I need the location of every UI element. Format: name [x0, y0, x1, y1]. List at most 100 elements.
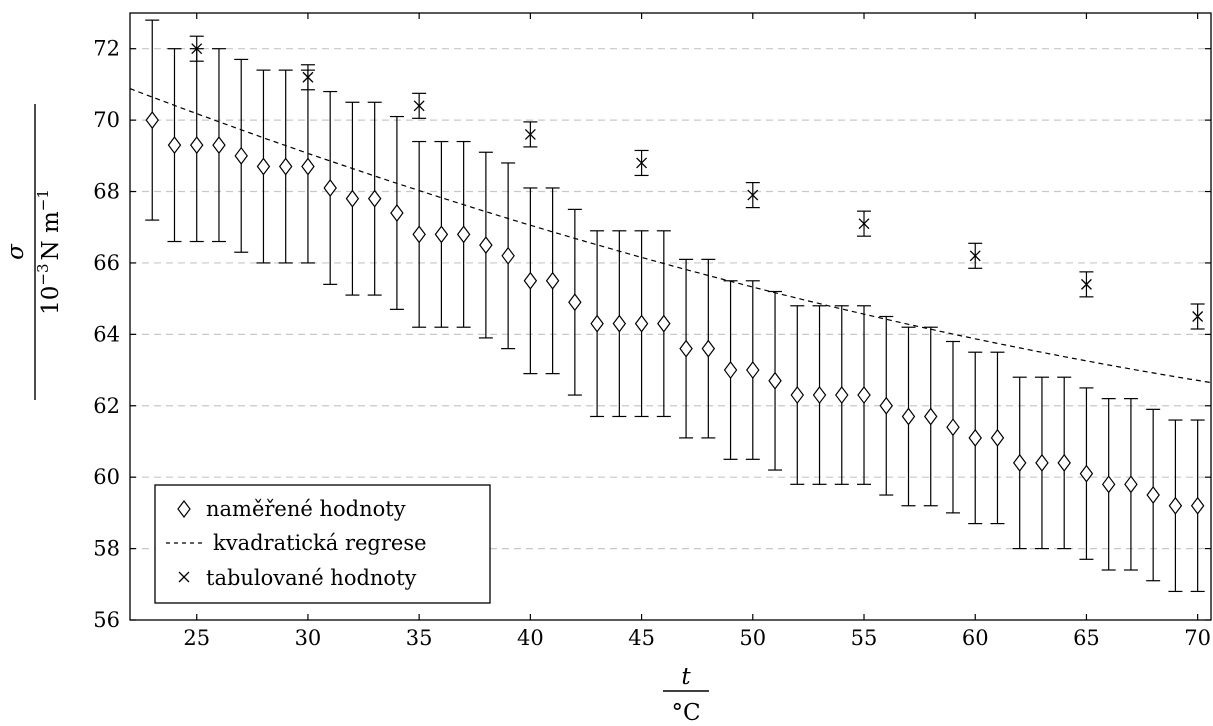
tabulated-point — [191, 43, 203, 55]
measured-point — [501, 246, 515, 265]
measured-point — [256, 157, 271, 176]
measured-point — [345, 189, 360, 208]
legend-cross-icon — [178, 571, 190, 583]
measured-point — [167, 136, 182, 155]
y-tick-label: 72 — [93, 37, 120, 61]
x-tick-label: 70 — [1184, 626, 1211, 650]
measured-point — [657, 314, 671, 333]
measured-point — [1146, 486, 1160, 505]
measured-point — [701, 339, 716, 358]
measured-point — [634, 314, 649, 333]
y-axis-label-unit: 10−3 N m−1 — [34, 189, 64, 315]
measured-point — [1168, 496, 1183, 515]
measured-point — [590, 314, 604, 333]
measured-point — [768, 371, 782, 390]
measured-point — [612, 314, 627, 333]
x-axis-label-unit: °C — [671, 700, 700, 726]
tabulated-point — [636, 157, 648, 169]
measured-point — [946, 418, 960, 437]
legend-label-regression: kvadratická regrese — [213, 531, 427, 555]
measured-point — [835, 386, 849, 405]
measured-point — [323, 178, 337, 197]
tabulated-point — [1080, 278, 1092, 290]
tabulated-point — [413, 100, 425, 112]
plot-area-frame — [129, 12, 1212, 621]
legend: naměřené hodnoty kvadratická regrese tab… — [154, 484, 491, 604]
y-tick-label: 60 — [93, 465, 120, 489]
x-axis-label-symbol: t — [681, 664, 691, 690]
y-unit-base: 10 — [38, 286, 64, 315]
y-axis-label-symbol: σ — [3, 243, 29, 260]
measured-point — [278, 157, 293, 176]
measured-point — [456, 225, 471, 244]
measured-point — [212, 136, 226, 155]
measured-point — [968, 428, 982, 447]
measured-point — [1101, 475, 1116, 494]
measured-point — [1190, 496, 1205, 515]
measured-point — [746, 361, 760, 380]
legend-diamond-icon — [177, 500, 191, 518]
measured-point — [189, 136, 204, 155]
measured-point — [1012, 453, 1027, 472]
measured-point — [857, 386, 871, 405]
tabulated-point — [1192, 311, 1204, 322]
measured-point — [145, 111, 159, 130]
legend-label-measured: naměřené hodnoty — [206, 497, 406, 521]
measured-point — [790, 386, 805, 405]
y-tick-label: 66 — [93, 251, 120, 275]
y-tick-label: 62 — [93, 394, 120, 418]
tabulated-series — [189, 35, 1205, 330]
measured-point — [723, 361, 738, 380]
y-tick-label: 56 — [93, 608, 120, 632]
y-unit-rest: N m — [38, 211, 64, 260]
grid-lines — [130, 48, 1211, 550]
legend-label-tabulated: tabulované hodnoty — [206, 566, 417, 590]
y-axis-label: σ 10−3 N m−1 — [3, 104, 64, 400]
y-unit-exponent-2: −1 — [34, 189, 52, 211]
measured-point — [234, 146, 248, 165]
measured-point — [812, 386, 827, 405]
y-tick-label: 64 — [93, 322, 120, 346]
tabulated-point — [747, 189, 759, 201]
measured-point — [901, 407, 916, 426]
tabulated-point — [524, 128, 536, 140]
measured-point — [434, 225, 449, 244]
y-tick-label: 70 — [93, 108, 120, 132]
measured-point — [545, 271, 560, 290]
measured-point — [1057, 453, 1071, 472]
x-tick-label: 60 — [962, 626, 989, 650]
x-axis-ticks: 25 30 35 40 45 50 55 60 65 70 — [183, 13, 1211, 650]
measured-point — [367, 189, 382, 208]
regression-curve — [129, 88, 1212, 384]
measured-point — [923, 407, 938, 426]
measured-point — [1124, 475, 1138, 494]
x-tick-label: 40 — [517, 626, 544, 650]
measured-point — [679, 339, 693, 358]
legend-box — [154, 484, 491, 604]
x-tick-label: 35 — [406, 626, 433, 650]
y-unit-exponent: −3 — [34, 263, 52, 285]
measured-point — [523, 271, 538, 290]
tabulated-point — [302, 71, 314, 83]
measured-point — [1079, 464, 1094, 483]
x-tick-label: 50 — [739, 626, 766, 650]
measured-point — [301, 157, 315, 176]
measured-point — [390, 203, 404, 222]
x-tick-label: 55 — [851, 626, 878, 650]
measured-point — [1035, 453, 1049, 472]
x-tick-label: 30 — [295, 626, 322, 650]
x-axis-label: t °C — [663, 664, 709, 726]
measured-point — [479, 236, 493, 255]
measured-point — [990, 428, 1005, 447]
x-tick-label: 45 — [628, 626, 655, 650]
measured-series — [145, 19, 1205, 593]
legend-entry-tabulated: tabulované hodnoty — [178, 566, 417, 590]
x-tick-label: 25 — [183, 626, 210, 650]
y-axis-ticks: 56 58 60 62 64 66 68 70 72 — [93, 37, 1211, 632]
measured-point — [879, 396, 894, 415]
legend-entry-measured: naměřené hodnoty — [177, 497, 406, 521]
x-tick-label: 65 — [1073, 626, 1100, 650]
legend-entry-regression: kvadratická regrese — [166, 531, 427, 555]
tabulated-point — [858, 218, 870, 230]
